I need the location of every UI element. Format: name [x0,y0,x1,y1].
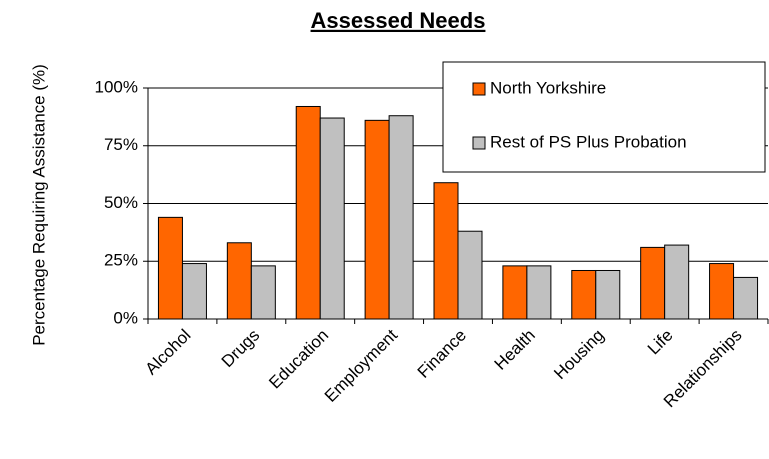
bar [571,269,597,320]
x-tick-label: Finance [414,326,470,382]
bar [388,115,414,320]
y-tick-label: 100% [95,77,138,96]
bar [433,182,459,320]
x-tick-label: Alcohol [142,326,195,379]
bar [502,265,528,320]
x-tick-label: Education [265,326,332,393]
bar [226,242,252,320]
legend-box [442,61,766,173]
bar [709,263,735,320]
y-tick-label: 50% [104,193,138,212]
x-tick-label: Housing [550,326,608,384]
chart-title: Assessed Needs [311,8,486,33]
legend-label: Rest of PS Plus Probation [490,132,687,151]
bar [157,216,183,320]
bar [364,119,390,320]
bar [595,269,621,320]
x-tick-label: Life [644,326,677,359]
x-tick-label: Health [491,326,539,374]
bar [733,276,759,320]
bar [319,117,345,320]
legend-swatch [472,82,486,96]
legend-swatch [472,136,486,150]
bar [526,265,552,320]
bar [457,230,483,320]
x-tick-label: Drugs [218,326,264,372]
x-tick-label: Employment [321,325,401,405]
y-tick-label: 75% [104,135,138,154]
legend-label: North Yorkshire [490,78,606,97]
bar [295,105,321,320]
y-tick-label: 0% [113,308,138,327]
y-tick-label: 25% [104,251,138,270]
bar [640,246,666,320]
bar [664,244,690,320]
y-axis-label: Percentage Requiring Assistance (%) [29,64,48,346]
bar [181,263,207,320]
bar [250,265,276,320]
